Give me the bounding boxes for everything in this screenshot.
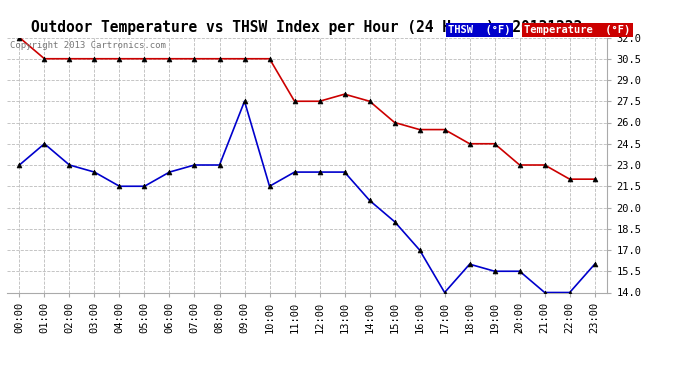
Text: Temperature  (°F): Temperature (°F) [524,25,631,35]
Text: Copyright 2013 Cartronics.com: Copyright 2013 Cartronics.com [10,41,166,50]
Text: THSW  (°F): THSW (°F) [448,25,511,35]
Title: Outdoor Temperature vs THSW Index per Hour (24 Hours)  20131222: Outdoor Temperature vs THSW Index per Ho… [32,20,582,35]
